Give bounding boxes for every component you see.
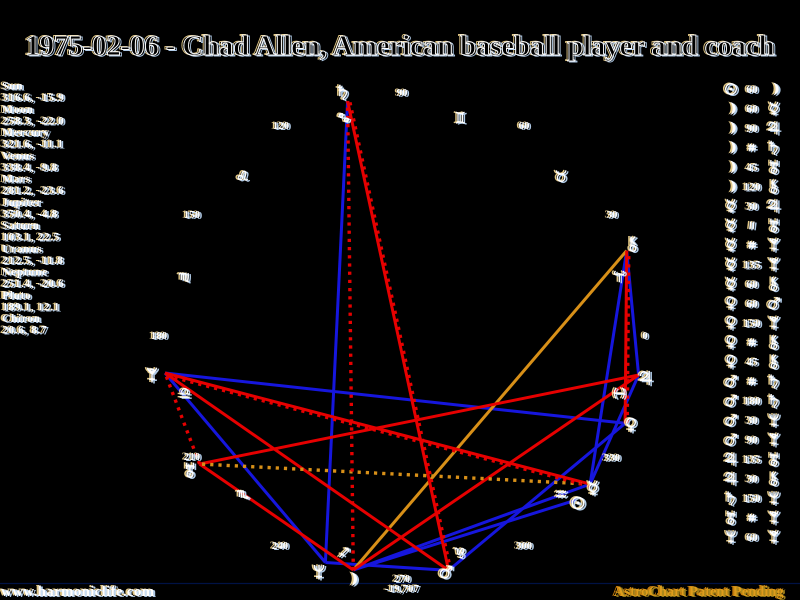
svg-text:Chiron: Chiron <box>2 311 41 325</box>
svg-text:60: 60 <box>746 298 758 310</box>
svg-text:Uranus: Uranus <box>2 241 42 255</box>
svg-text:300: 300 <box>516 540 533 552</box>
svg-text:Mars: Mars <box>2 172 31 186</box>
svg-text:338.4, -9.8: 338.4, -9.8 <box>2 160 58 174</box>
svg-text:30: 30 <box>607 209 619 221</box>
svg-text:281.2, -23.6: 281.2, -23.6 <box>2 183 64 197</box>
svg-text:Sun: Sun <box>2 79 23 93</box>
svg-text:240: 240 <box>272 540 289 552</box>
svg-text:180: 180 <box>151 330 168 342</box>
svg-text:Neptune: Neptune <box>2 265 48 279</box>
svg-text:189.1, 12.1: 189.1, 12.1 <box>2 300 60 314</box>
svg-text:60: 60 <box>746 84 758 96</box>
svg-text:45: 45 <box>746 162 758 174</box>
svg-text:135: 135 <box>743 259 761 271</box>
svg-text:210: 210 <box>184 451 201 463</box>
svg-text:30: 30 <box>746 201 758 213</box>
svg-text:350.4, -4.8: 350.4, -4.8 <box>2 206 58 220</box>
svg-text:103.1, 22.5: 103.1, 22.5 <box>2 230 60 244</box>
svg-text:150: 150 <box>743 318 761 330</box>
svg-text:120: 120 <box>273 120 290 132</box>
svg-text:30: 30 <box>746 474 758 486</box>
svg-text:330: 330 <box>604 452 621 464</box>
svg-text:251.4, -20.6: 251.4, -20.6 <box>2 276 64 290</box>
svg-text:60: 60 <box>746 532 758 544</box>
svg-text:316.6, -15.9: 316.6, -15.9 <box>2 90 64 104</box>
svg-text:90: 90 <box>397 87 409 99</box>
svg-text:90: 90 <box>746 123 758 135</box>
svg-text:60: 60 <box>519 120 531 132</box>
svg-text:20.6, 8.7: 20.6, 8.7 <box>2 323 47 337</box>
svg-text:Jupiter: Jupiter <box>2 195 42 209</box>
svg-text:321.6, -11.1: 321.6, -11.1 <box>2 137 64 151</box>
svg-text:Mercury: Mercury <box>2 125 50 139</box>
svg-text:www.harmoniclife.com: www.harmoniclife.com <box>1 584 155 600</box>
svg-text:30: 30 <box>746 415 758 427</box>
svg-text:180: 180 <box>743 396 761 408</box>
svg-text:45: 45 <box>746 357 758 369</box>
svg-text:0: 0 <box>642 330 648 342</box>
svg-text:120: 120 <box>743 181 761 193</box>
svg-text:60: 60 <box>746 279 758 291</box>
svg-text:Venus: Venus <box>2 148 35 162</box>
svg-text:Pluto: Pluto <box>2 288 31 302</box>
svg-text:150: 150 <box>184 209 201 221</box>
svg-text:270: 270 <box>394 573 411 585</box>
svg-text:60: 60 <box>746 104 758 116</box>
svg-text:AstroChart Patent Pending: AstroChart Patent Pending <box>614 584 784 600</box>
svg-text:90: 90 <box>746 435 758 447</box>
svg-text:Saturn: Saturn <box>2 218 39 232</box>
svg-text:-19,707: -19,707 <box>385 583 419 595</box>
svg-text:150: 150 <box>743 493 761 505</box>
svg-text:Moon: Moon <box>2 102 33 116</box>
svg-text:1975-02-06 - Chad Allen, Ameri: 1975-02-06 - Chad Allen, American baseba… <box>26 31 775 62</box>
svg-text:258.3, -22.0: 258.3, -22.0 <box>2 113 64 127</box>
svg-text:135: 135 <box>743 454 761 466</box>
svg-text:212.5, -11.8: 212.5, -11.8 <box>2 253 64 267</box>
